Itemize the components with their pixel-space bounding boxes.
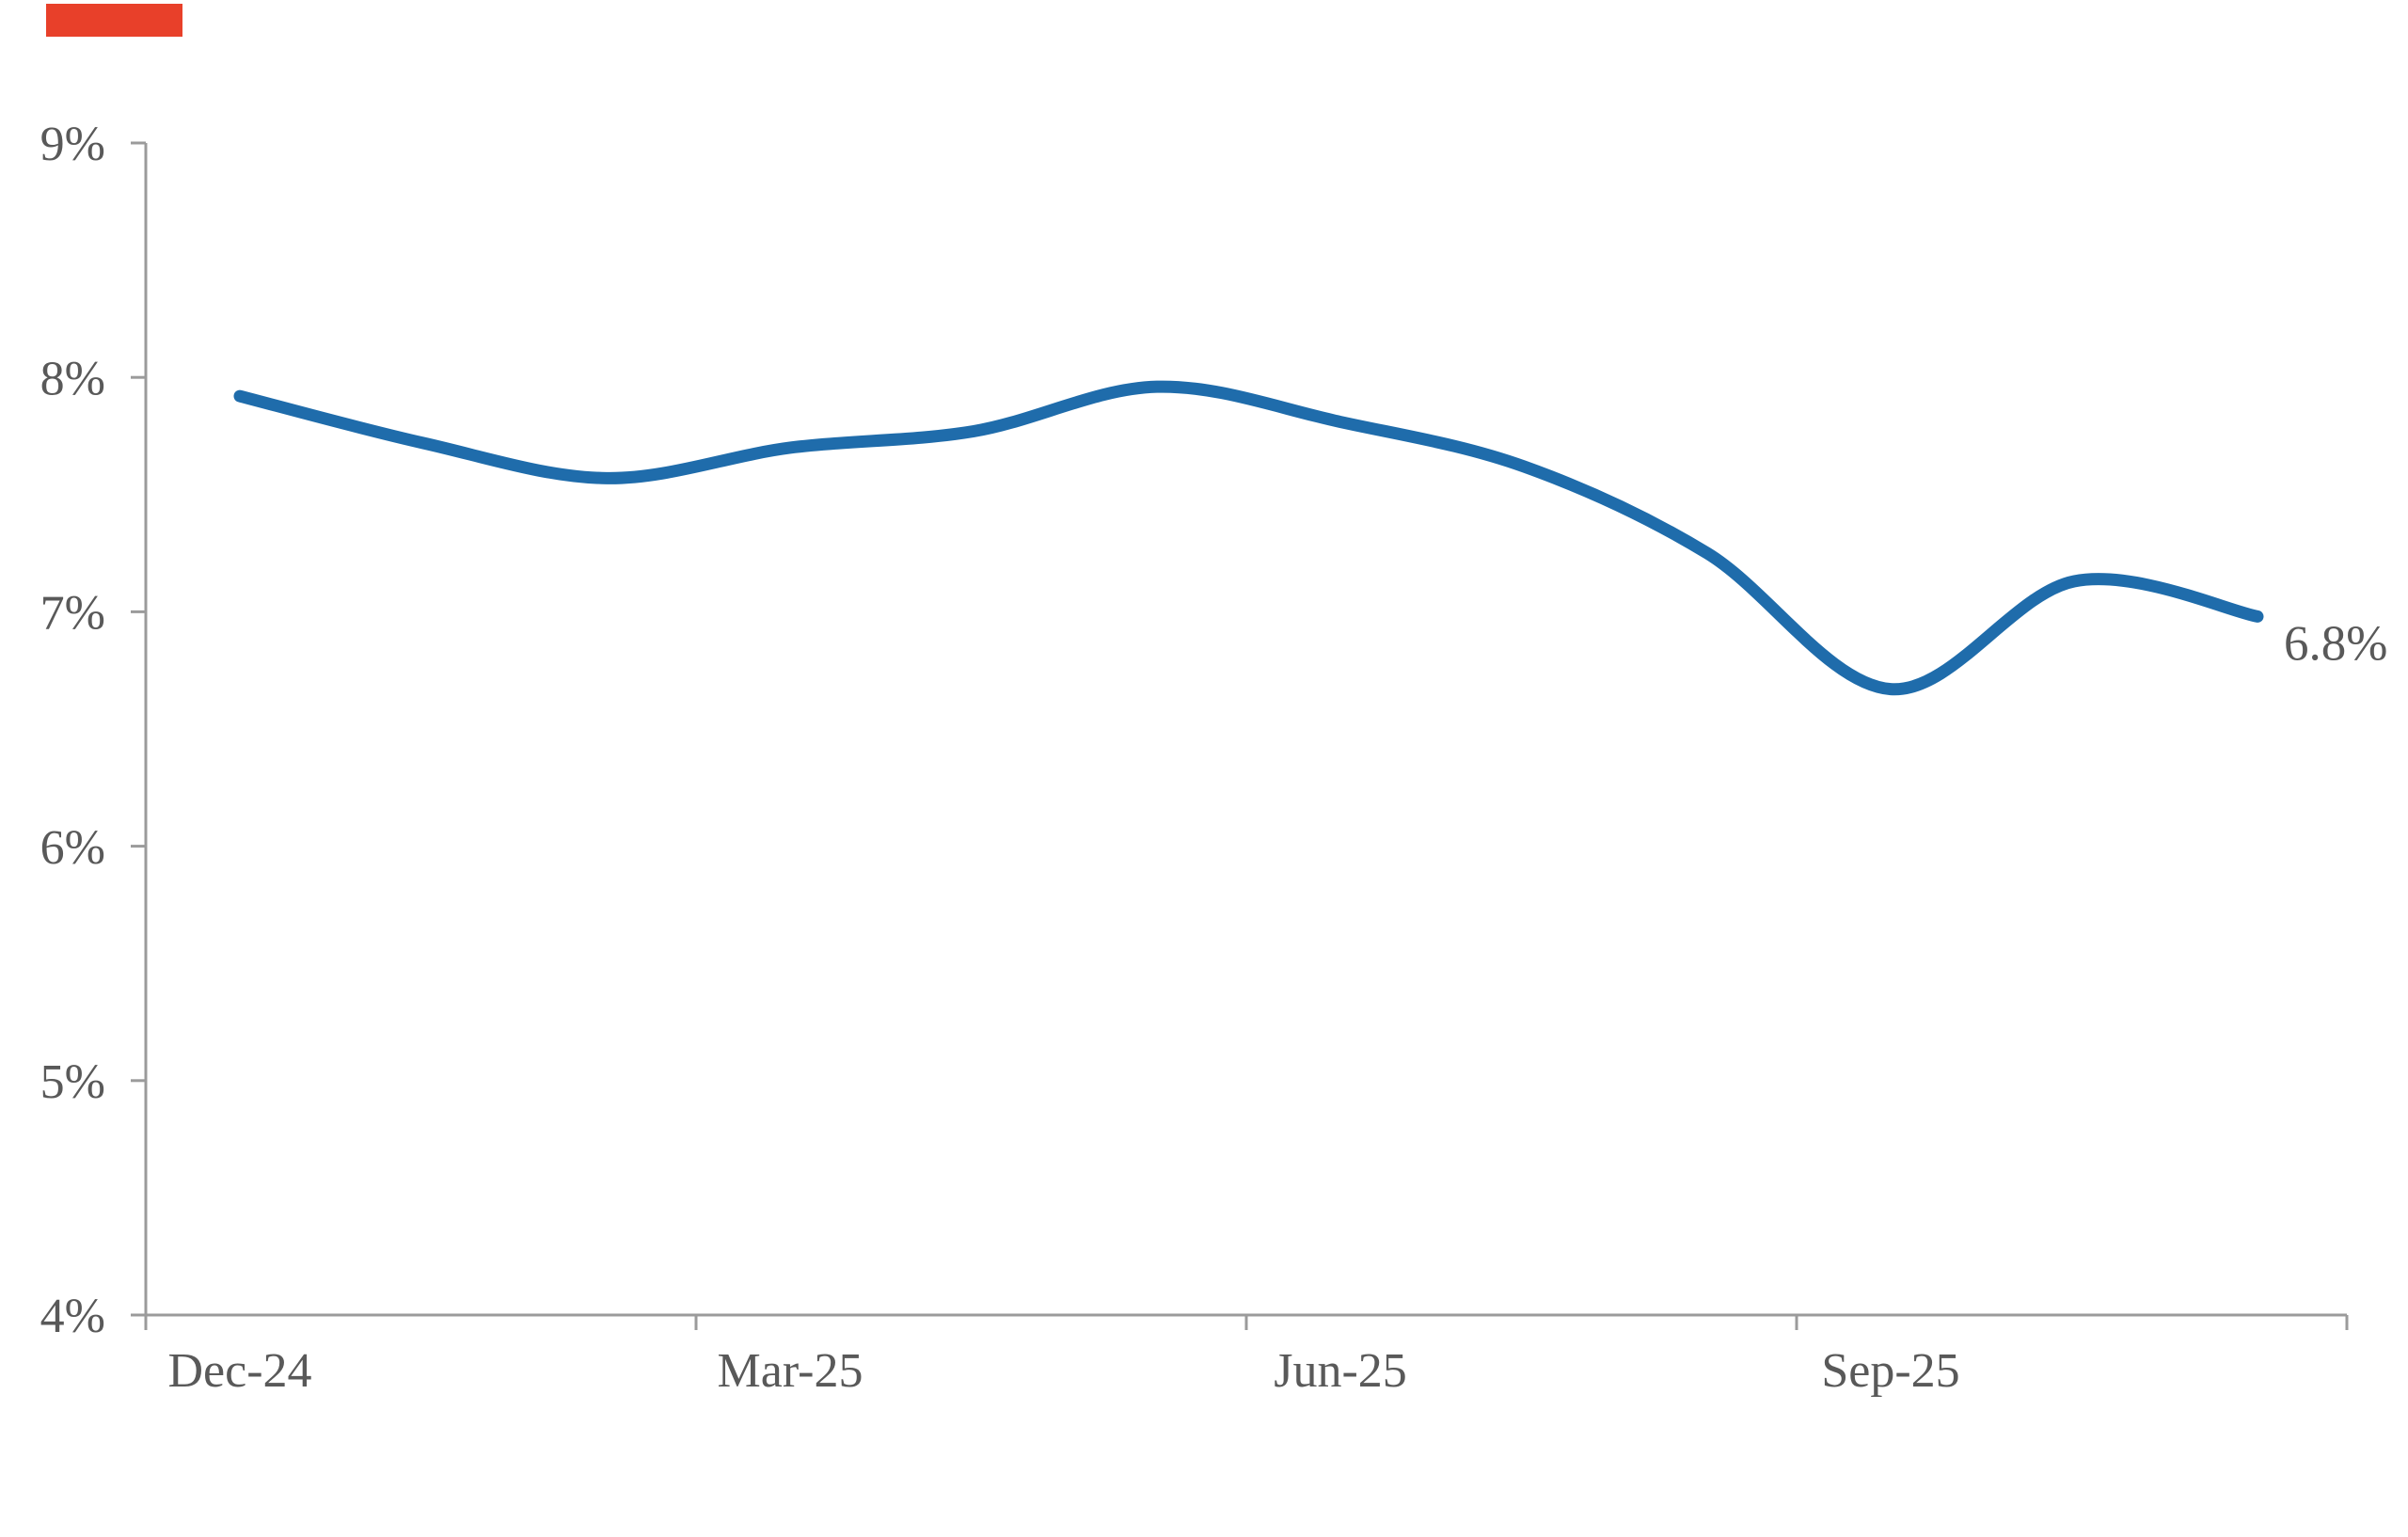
brand-mark <box>46 4 182 37</box>
y-tick-label: 6% <box>40 821 105 875</box>
y-tick-label: 5% <box>40 1055 105 1109</box>
x-tick-label: Mar-25 <box>718 1344 863 1398</box>
series-line <box>233 380 2264 696</box>
end-value-label: 6.8% <box>2284 616 2387 671</box>
y-tick-label: 8% <box>40 352 105 405</box>
x-tick-label: Dec-24 <box>167 1344 311 1398</box>
x-tick-label: Jun-25 <box>1274 1344 1407 1398</box>
y-tick-label: 4% <box>40 1290 105 1343</box>
x-tick-label: Sep-25 <box>1821 1344 1959 1398</box>
y-tick-label: 7% <box>40 587 105 641</box>
y-tick-label: 9% <box>40 118 105 171</box>
